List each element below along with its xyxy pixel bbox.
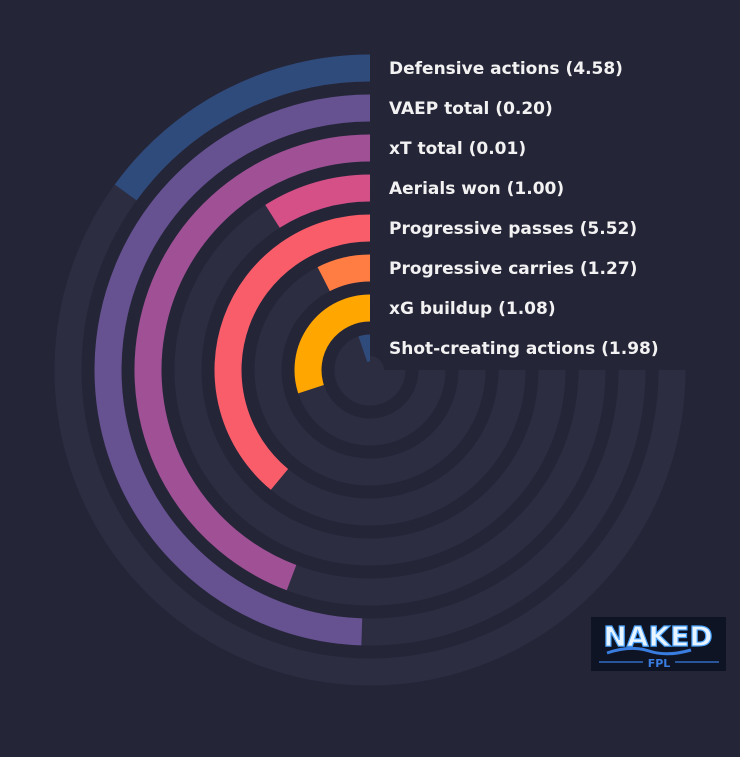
bar-3 xyxy=(265,174,371,228)
logo-sub-text: FPL xyxy=(648,657,671,670)
bar-1 xyxy=(94,94,371,646)
naked-fpl-logo: NAKED FPL xyxy=(591,617,726,671)
track-3 xyxy=(174,174,566,566)
bar-label-4: Progressive passes (5.52) xyxy=(389,219,637,239)
track-5 xyxy=(254,254,486,486)
bar-label-2: xT total (0.01) xyxy=(389,139,526,159)
bar-labels: Defensive actions (4.58) VAEP total (0.20… xyxy=(389,59,659,359)
bar-6 xyxy=(294,294,371,394)
bar-5 xyxy=(317,254,371,292)
bar-4 xyxy=(214,214,371,490)
bar-label-6: xG buildup (1.08) xyxy=(389,299,556,319)
bar-label-1: VAEP total (0.20) xyxy=(389,99,553,119)
data-bars xyxy=(94,54,371,646)
logo-swoosh xyxy=(606,646,692,656)
bar-label-7: Shot-creating actions (1.98) xyxy=(389,339,659,359)
bar-2 xyxy=(134,134,371,591)
track-7 xyxy=(334,334,406,406)
bar-0 xyxy=(114,54,371,201)
logo-main-text: NAKED xyxy=(603,620,712,653)
bar-label-5: Progressive carries (1.27) xyxy=(389,259,637,279)
bar-label-3: Aerials won (1.00) xyxy=(389,179,564,199)
bar-7 xyxy=(358,334,371,363)
bar-label-0: Defensive actions (4.58) xyxy=(389,59,623,79)
